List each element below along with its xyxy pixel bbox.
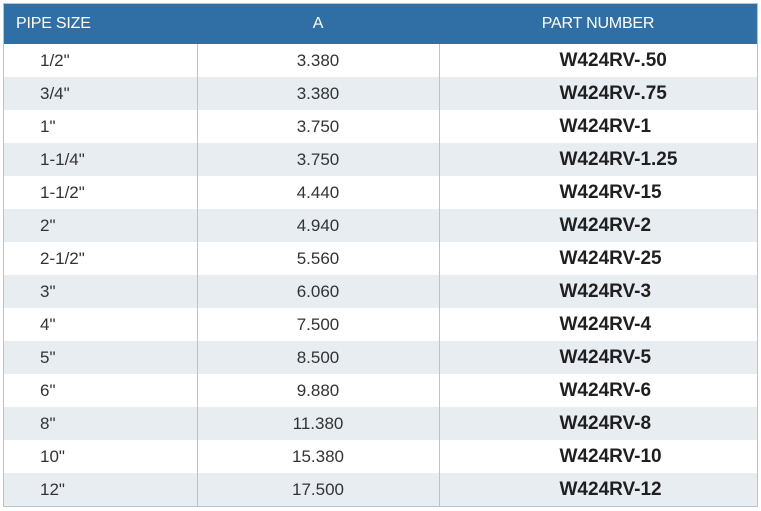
pipe-size-cell: 3/4" <box>4 77 198 110</box>
a-cell: 3.380 <box>197 44 440 77</box>
table-body: 1/2" 3.380 W424RV-.50 3/4" 3.380 W424RV-… <box>4 44 757 506</box>
spec-table: PIPE SIZE A PART NUMBER 1/2" 3.380 W424R… <box>4 4 757 506</box>
table-row: 2" 4.940 W424RV-2 <box>4 209 757 242</box>
pipe-size-cell: 3" <box>4 275 198 308</box>
a-cell: 5.560 <box>197 242 440 275</box>
part-number-cell: W424RV-2 <box>559 214 652 236</box>
header-part-number: PART NUMBER <box>541 15 655 32</box>
a-cell: 7.500 <box>197 308 440 341</box>
pipe-size-cell: 1/2" <box>4 44 198 77</box>
pipe-size-cell: 5" <box>4 341 198 374</box>
table-row: 6" 9.880 W424RV-6 <box>4 374 757 407</box>
header-row: PIPE SIZE A PART NUMBER <box>4 4 757 44</box>
pipe-size-cell: 10" <box>4 440 198 473</box>
a-cell: 3.380 <box>197 77 440 110</box>
part-number-cell: W424RV-25 <box>559 247 662 269</box>
a-cell: 17.500 <box>197 473 440 506</box>
table-row: 2-1/2" 5.560 W424RV-25 <box>4 242 757 275</box>
part-number-cell: W424RV-3 <box>559 280 652 302</box>
header-pipe-size: PIPE SIZE <box>16 15 91 32</box>
table-row: 4" 7.500 W424RV-4 <box>4 308 757 341</box>
table-row: 1-1/4" 3.750 W424RV-1.25 <box>4 143 757 176</box>
pipe-size-cell: 1" <box>4 110 198 143</box>
part-number-cell: W424RV-12 <box>559 478 662 500</box>
header-a: A <box>312 15 324 32</box>
pipe-size-cell: 4" <box>4 308 198 341</box>
part-number-cell: W424RV-1.25 <box>559 148 678 170</box>
part-number-cell: W424RV-1 <box>559 115 652 137</box>
table-row: 1-1/2" 4.440 W424RV-15 <box>4 176 757 209</box>
pipe-size-cell: 2-1/2" <box>4 242 198 275</box>
table-row: 10" 15.380 W424RV-10 <box>4 440 757 473</box>
part-number-cell: W424RV-10 <box>559 445 662 467</box>
table-row: 5" 8.500 W424RV-5 <box>4 341 757 374</box>
a-cell: 8.500 <box>197 341 440 374</box>
pipe-size-cell: 1-1/2" <box>4 176 198 209</box>
table-row: 3" 6.060 W424RV-3 <box>4 275 757 308</box>
pipe-size-table: PIPE SIZE A PART NUMBER 1/2" 3.380 W424R… <box>3 3 758 507</box>
table-header: PIPE SIZE A PART NUMBER <box>4 4 757 44</box>
part-number-cell: W424RV-8 <box>559 412 652 434</box>
part-number-cell: W424RV-6 <box>559 379 652 401</box>
table-row: 1/2" 3.380 W424RV-.50 <box>4 44 757 77</box>
a-cell: 9.880 <box>197 374 440 407</box>
part-number-cell: W424RV-.50 <box>559 49 667 71</box>
table-row: 1" 3.750 W424RV-1 <box>4 110 757 143</box>
part-number-cell: W424RV-4 <box>559 313 652 335</box>
part-number-cell: W424RV-15 <box>559 181 662 203</box>
a-cell: 3.750 <box>197 110 440 143</box>
a-cell: 11.380 <box>197 407 440 440</box>
pipe-size-cell: 8" <box>4 407 198 440</box>
a-cell: 4.440 <box>197 176 440 209</box>
pipe-size-cell: 6" <box>4 374 198 407</box>
part-number-cell: W424RV-5 <box>559 346 652 368</box>
table-row: 12" 17.500 W424RV-12 <box>4 473 757 506</box>
a-cell: 4.940 <box>197 209 440 242</box>
pipe-size-cell: 2" <box>4 209 198 242</box>
a-cell: 6.060 <box>197 275 440 308</box>
pipe-size-cell: 1-1/4" <box>4 143 198 176</box>
table-row: 8" 11.380 W424RV-8 <box>4 407 757 440</box>
table-row: 3/4" 3.380 W424RV-.75 <box>4 77 757 110</box>
a-cell: 3.750 <box>197 143 440 176</box>
a-cell: 15.380 <box>197 440 440 473</box>
part-number-cell: W424RV-.75 <box>559 82 667 104</box>
pipe-size-cell: 12" <box>4 473 198 506</box>
